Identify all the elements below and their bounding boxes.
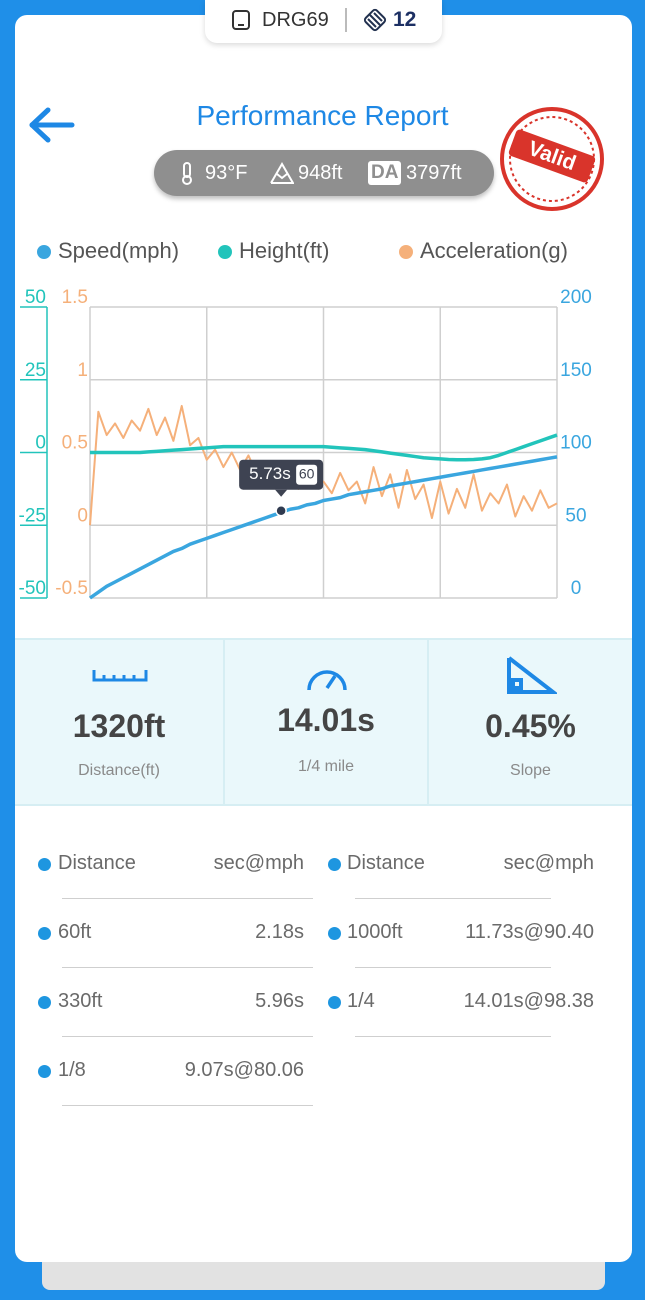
stat-value: 0.45% [485,708,576,744]
speed-tick-label: 200 [560,287,592,308]
bullet [328,996,341,1009]
accel-tick-label: -0.5 [55,578,88,599]
conditions-pill: 93°F 948ft DA 3797ft [154,150,494,196]
stat-card: 1320ft Distance(ft) [15,640,225,804]
device-name: DRG69 [262,9,329,31]
da-badge: DA [368,161,402,185]
divider [345,8,347,32]
bullet [38,1065,51,1078]
valid-stamp: Valid [500,107,604,211]
height-tick-label: 25 [25,360,46,381]
legend-label: Acceleration(g) [420,238,568,263]
bullet [328,858,341,871]
legend-dot [399,245,413,259]
temperature: 93°F [205,162,248,184]
ruler-icon [92,670,148,682]
distance: 60ft [58,921,92,943]
stat-label: Slope [510,762,551,779]
legend-label: Height(ft) [239,238,329,263]
distance: 1/4 [347,990,375,1012]
bullet [38,996,51,1009]
height-tick-label: 50 [25,287,46,308]
stat-value: 14.01s [277,702,375,738]
slope-icon [507,656,557,694]
device-icon [232,10,250,30]
stat-card: 0.45% Slope [429,640,632,804]
separator [62,898,313,899]
bullet [38,858,51,871]
device-tab: DRG69 12 [205,0,442,43]
highlight-point [275,504,287,517]
series-line [89,404,558,526]
legend-dot [37,245,51,259]
accel-tick-label: 0 [77,505,88,526]
separator [355,898,551,899]
speed-tick-label: 100 [560,433,592,454]
bottom-strip [42,1262,605,1290]
stat-card: 14.01s 1/4 mile [225,640,429,804]
time: 5.96s [255,990,304,1012]
column-header: Distance [347,852,425,874]
back-button[interactable] [28,106,76,144]
tooltip: 5.73s 60 [239,459,324,497]
column-header: sec@mph [213,852,304,874]
separator [62,1105,313,1106]
time: 9.07s@80.06 [184,1059,304,1081]
time: 2.18s [255,921,304,943]
gauge-icon [307,670,347,691]
tooltip-arrow [275,489,288,497]
series-line [88,455,558,600]
tooltip-time: 5.73s [249,464,291,483]
thermo-icon [182,162,192,185]
legend-dot [218,245,232,259]
page-title: Performance Report [196,100,449,131]
column-header: sec@mph [503,852,594,874]
bullet [328,927,341,940]
separator [355,967,551,968]
time: 11.73s@90.40 [465,921,594,943]
tooltip-speed: 60 [299,465,315,481]
distance: 330ft [58,990,103,1012]
separator [62,1036,313,1037]
legend-label: Speed(mph) [58,238,179,263]
distance: 1000ft [347,921,403,943]
column-header: Distance [58,852,136,874]
height-tick-label: 0 [35,433,46,454]
separator [355,1036,551,1037]
count: 12 [393,8,417,31]
count-icon [363,8,387,32]
separator [62,967,313,968]
elevation: 948ft [298,162,343,184]
mountain-icon [270,162,294,184]
accel-tick-label: 1.5 [62,287,88,308]
speed-tick-label: 50 [565,505,586,526]
stat-label: 1/4 mile [297,758,355,775]
chart: -50 -25 0 25 50 -0.5 0 0.5 1 1.5 0 50 100 150 200 Speed… [19,238,592,600]
stat-value: 1320ft [72,708,166,744]
speed-tick-label: 0 [571,578,582,599]
density-altitude: 3797ft [406,162,462,184]
time: 14.01s@98.38 [463,990,594,1012]
stats-panel: 1320ft Distance(ft) 14.01s 1/4 mile 0.45… [15,638,632,806]
speed-tick-label: 150 [560,360,592,381]
series-line [90,433,558,462]
distance: 1/8 [58,1059,86,1081]
bullet [38,927,51,940]
height-tick-label: -25 [19,505,46,526]
accel-tick-label: 1 [77,360,88,381]
tooltip-badge [296,464,318,485]
stat-label: Distance(ft) [78,762,160,779]
accel-tick-label: 0.5 [62,433,88,454]
height-tick-label: -50 [19,578,46,599]
